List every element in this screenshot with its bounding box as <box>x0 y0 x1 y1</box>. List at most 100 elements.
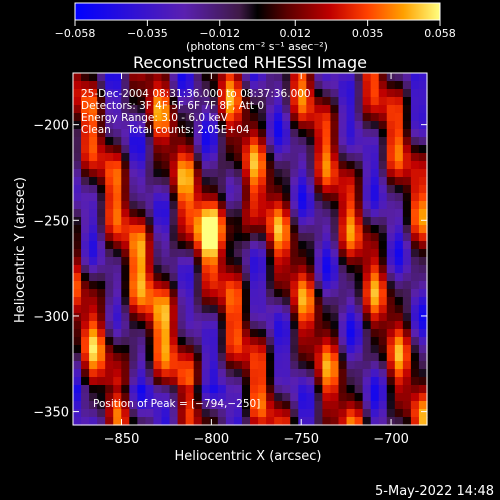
heatmap-cell <box>386 97 396 106</box>
heatmap-cell <box>137 401 147 410</box>
heatmap-cell <box>185 329 195 338</box>
heatmap-cell <box>193 361 203 370</box>
heatmap-cell <box>362 73 372 82</box>
heatmap-cell <box>241 225 251 234</box>
heatmap-cell <box>233 385 243 394</box>
heatmap-cell <box>282 409 291 418</box>
heatmap-cell <box>386 361 396 370</box>
heatmap-cell <box>225 321 235 330</box>
heatmap-cell <box>81 337 90 346</box>
heatmap-cell <box>153 401 163 410</box>
heatmap-cell <box>121 289 130 298</box>
heatmap-cell <box>378 385 388 394</box>
heatmap-cell <box>73 137 82 146</box>
heatmap-cell <box>193 161 203 170</box>
heatmap-cell <box>418 249 428 258</box>
heatmap-cell <box>241 137 251 146</box>
heatmap-cell <box>145 265 155 274</box>
heatmap-cell <box>169 409 179 418</box>
heatmap-cell <box>298 273 307 282</box>
heatmap-cell <box>354 289 364 298</box>
heatmap-cell <box>241 129 251 138</box>
heatmap-cell <box>153 273 163 282</box>
heatmap-cell <box>386 121 396 130</box>
heatmap-cell <box>346 377 356 386</box>
heatmap-cell <box>314 169 324 178</box>
heatmap-cell <box>185 337 195 346</box>
heatmap-cell <box>73 417 82 426</box>
heatmap-cell <box>354 281 364 290</box>
heatmap-cell <box>274 217 283 226</box>
heatmap-cell <box>81 81 90 90</box>
heatmap-cell <box>81 113 90 122</box>
heatmap-cell <box>418 377 428 386</box>
heatmap-cell <box>306 81 315 90</box>
heatmap-cell <box>306 121 315 130</box>
heatmap-cell <box>169 129 179 138</box>
heatmap-cell <box>298 401 307 410</box>
heatmap-cell <box>137 105 147 114</box>
heatmap-cell <box>233 161 243 170</box>
heatmap-cell <box>290 113 299 122</box>
heatmap-cell <box>113 185 122 194</box>
heatmap-cell <box>362 385 372 394</box>
heatmap-cell <box>386 345 396 354</box>
heatmap-cell <box>298 97 307 106</box>
heatmap-cell <box>129 193 138 202</box>
heatmap-cell <box>81 305 90 314</box>
heatmap-cell <box>177 225 187 234</box>
colorbar-tick-label: 0.058 <box>424 27 456 40</box>
annotation-clean-counts: Clean Total counts: 2.05E+04 <box>81 124 250 136</box>
heatmap-cell <box>298 265 307 274</box>
heatmap-cell <box>378 121 388 130</box>
heatmap-cell <box>169 209 179 218</box>
heatmap-cell <box>89 361 98 370</box>
heatmap-cell <box>298 225 307 234</box>
heatmap-cell <box>153 321 163 330</box>
colorbar <box>74 2 441 21</box>
heatmap-cell <box>129 89 138 98</box>
heatmap-cell <box>402 97 412 106</box>
heatmap-cell <box>81 209 90 218</box>
heatmap-cell <box>105 393 114 402</box>
heatmap-cell <box>266 105 275 114</box>
heatmap-cell <box>410 281 420 290</box>
heatmap-cell <box>378 145 388 154</box>
heatmap-cell <box>121 113 130 122</box>
heatmap-cell <box>370 201 380 210</box>
heatmap-cell <box>410 201 420 210</box>
heatmap-cell <box>266 81 275 90</box>
heatmap-cell <box>97 97 106 106</box>
heatmap-cell <box>89 417 98 426</box>
heatmap-cell <box>89 105 98 114</box>
heatmap-cell <box>346 361 356 370</box>
heatmap-cell <box>274 313 283 322</box>
heatmap-cell <box>338 129 348 138</box>
heatmap-cell <box>225 209 235 218</box>
heatmap-cell <box>217 361 227 370</box>
heatmap-cell <box>73 249 82 258</box>
heatmap-cell <box>274 353 283 362</box>
heatmap-cell <box>105 337 114 346</box>
heatmap-cell <box>161 345 171 354</box>
heatmap-cell <box>169 233 179 242</box>
heatmap-cell <box>225 121 235 130</box>
heatmap-cell <box>113 153 122 162</box>
heatmap-cell <box>105 81 114 90</box>
heatmap-cell <box>129 345 138 354</box>
heatmap-cell <box>274 249 283 258</box>
heatmap-cell <box>330 289 340 298</box>
heatmap-cell <box>346 113 356 122</box>
heatmap-cell <box>370 233 380 242</box>
heatmap-cell <box>298 345 307 354</box>
heatmap-cell <box>258 273 267 282</box>
heatmap-cell <box>362 369 372 378</box>
heatmap-cell <box>89 177 98 186</box>
heatmap-cell <box>290 105 299 114</box>
heatmap-cell <box>346 153 356 162</box>
heatmap-cell <box>137 233 147 242</box>
heatmap-cell <box>89 201 98 210</box>
heatmap-cell <box>241 201 251 210</box>
heatmap-cell <box>362 289 372 298</box>
heatmap-cell <box>266 137 275 146</box>
